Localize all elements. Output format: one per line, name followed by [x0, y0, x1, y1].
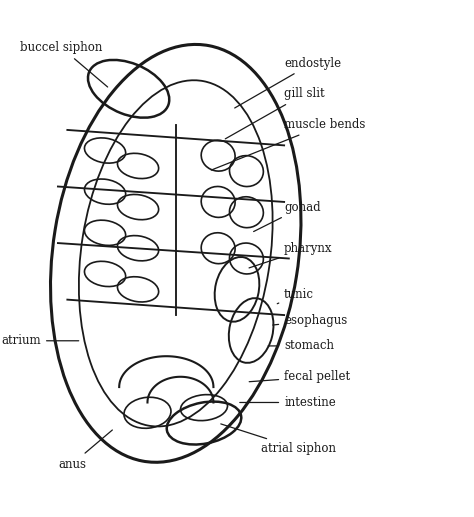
Text: atrium: atrium	[1, 334, 79, 347]
Text: tunic: tunic	[277, 288, 314, 303]
Text: anus: anus	[58, 430, 112, 470]
Text: endostyle: endostyle	[235, 56, 341, 108]
Text: pharynx: pharynx	[249, 242, 333, 268]
Text: intestine: intestine	[240, 396, 336, 409]
Text: muscle bends: muscle bends	[211, 118, 365, 170]
Text: esophagus: esophagus	[273, 314, 347, 327]
Text: fecal pellet: fecal pellet	[249, 370, 350, 383]
Text: gill slit: gill slit	[225, 87, 325, 139]
Text: stomach: stomach	[268, 340, 334, 353]
Text: atrial siphon: atrial siphon	[221, 424, 336, 455]
Text: buccel siphon: buccel siphon	[20, 41, 108, 87]
Text: gonad: gonad	[254, 201, 321, 232]
